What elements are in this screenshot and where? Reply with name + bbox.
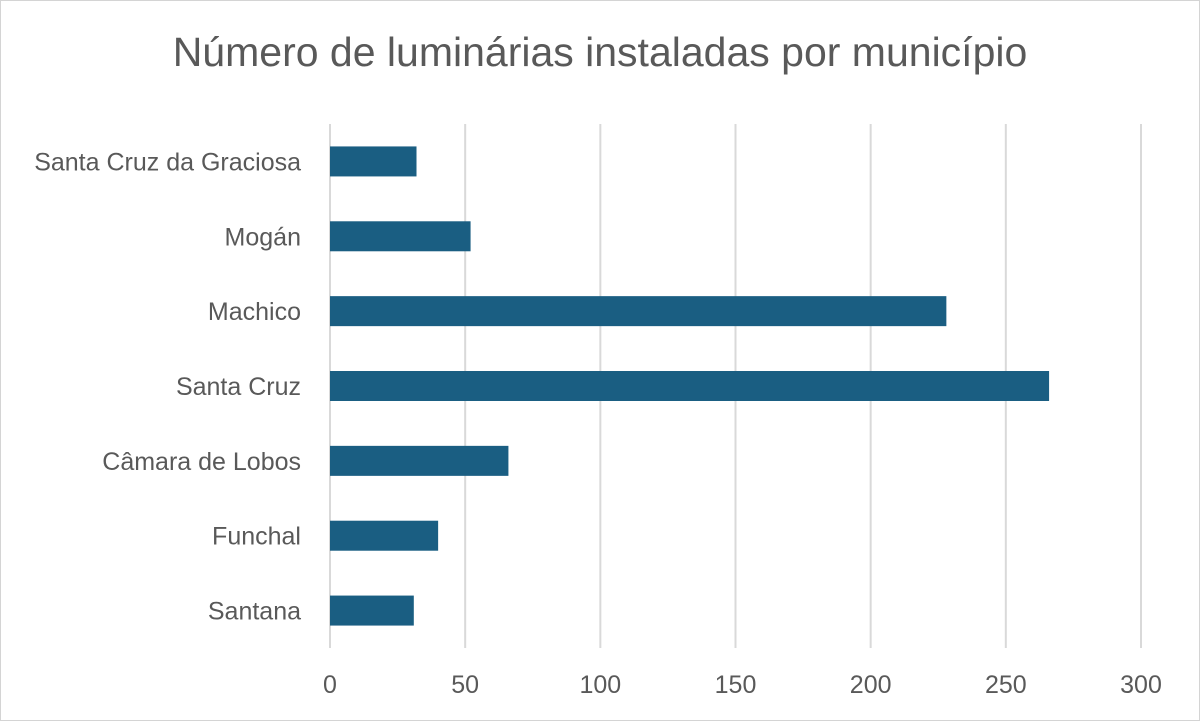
bar [330, 221, 471, 252]
category-label: Santa Cruz da Graciosa [34, 148, 301, 176]
category-labels: Santa Cruz da Graciosa Mogán Machico Santa … [34, 148, 301, 625]
category-label: Funchal [212, 523, 301, 551]
bar [330, 445, 509, 476]
category-label: Santa Cruz [176, 373, 301, 401]
bar [330, 595, 414, 626]
x-tick-label: 0 [323, 671, 337, 699]
category-label: Santana [208, 598, 301, 626]
bar [330, 146, 417, 177]
x-tick-label: 150 [715, 671, 757, 699]
x-tick-label: 200 [850, 671, 892, 699]
bar [330, 371, 1050, 401]
bar [330, 296, 947, 327]
bar [330, 520, 439, 551]
bars [330, 146, 1050, 626]
x-axis-tick-labels: 0 50 100 150 200 250 300 [323, 671, 1162, 699]
chart-title: Número de luminárias instaladas por muni… [172, 29, 1028, 75]
x-tick-label: 50 [451, 671, 479, 699]
x-tick-label: 300 [1120, 671, 1162, 699]
category-label: Machico [208, 298, 301, 326]
x-tick-label: 100 [579, 671, 621, 699]
x-tick-label: 250 [985, 671, 1027, 699]
category-label: Mogán [225, 223, 301, 251]
category-label: Câmara de Lobos [102, 448, 301, 476]
